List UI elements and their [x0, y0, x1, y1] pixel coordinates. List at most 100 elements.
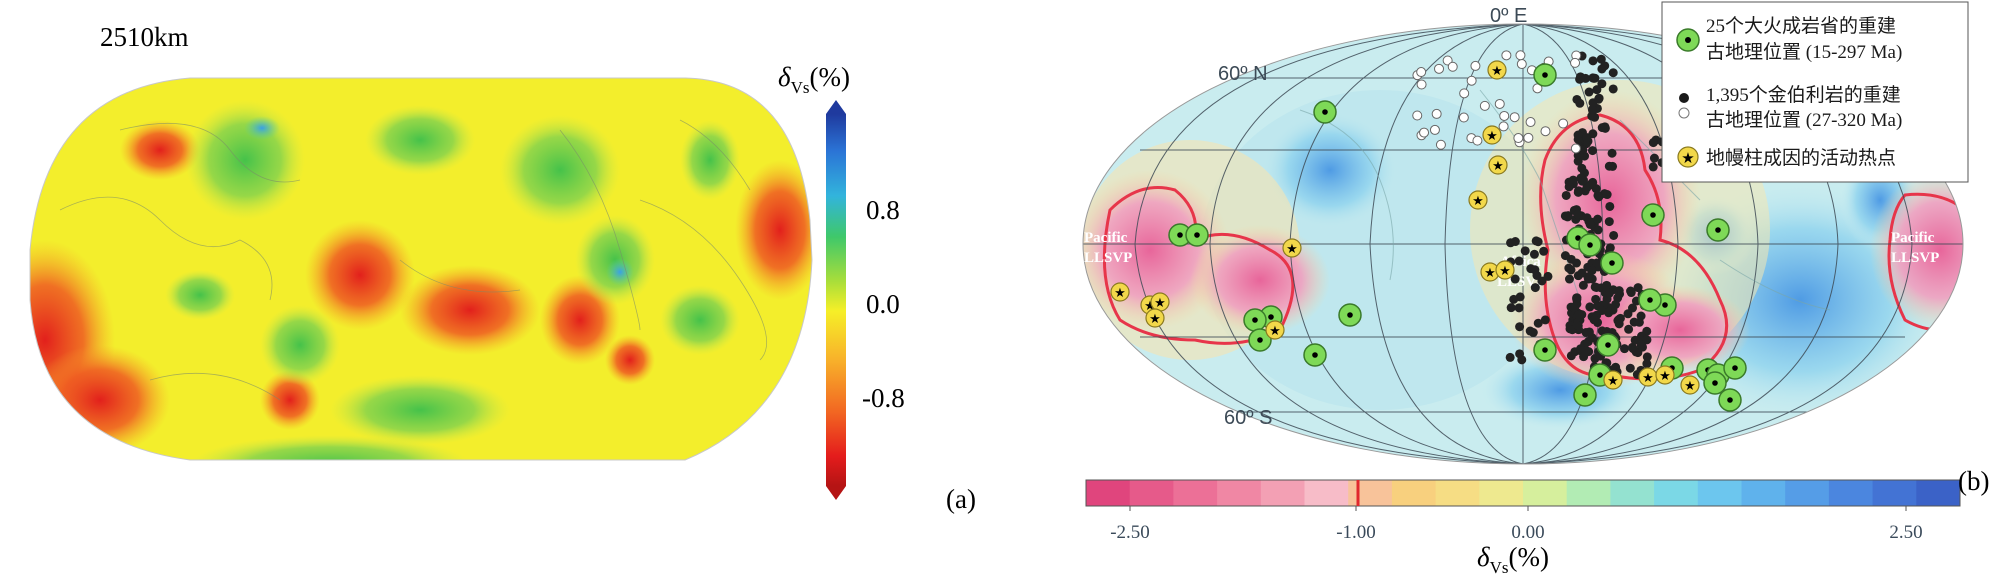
- panel-a-tomography-map: 2510km δVs(%) 0.8 0.0 -0.8 (a): [0, 0, 1000, 578]
- colorbar-a-tick: -0.8: [862, 383, 905, 413]
- lip-marker-center: [1542, 347, 1548, 353]
- kimberlite-dot: [1623, 309, 1633, 319]
- kimberlite-dot-open: [1434, 63, 1445, 74]
- kimberlite-dot-open: [1429, 124, 1440, 135]
- star-icon: ★: [1491, 63, 1503, 78]
- colorbar-b-swatch: [1086, 480, 1131, 506]
- kimberlite-dot-open: [1416, 79, 1427, 90]
- lat-60s-label: 60º S: [1224, 407, 1272, 429]
- kimberlite-dot: [1642, 352, 1652, 362]
- kimberlite-dot: [1649, 153, 1659, 163]
- kimberlite-dot-open: [1570, 143, 1581, 154]
- kimberlite-dot: [1589, 315, 1599, 325]
- star-icon: ★: [1659, 368, 1671, 383]
- kimberlite-dot: [1589, 73, 1599, 83]
- panel-a-colorbar: δVs(%) 0.8 0.0 -0.8: [778, 62, 905, 500]
- star-icon: ★: [1144, 298, 1156, 313]
- lip-marker-center: [1609, 260, 1615, 266]
- kimberlite-dot-open: [1515, 50, 1526, 61]
- colorbar-b-swatch: [1129, 480, 1174, 506]
- lip-marker-center: [1597, 372, 1603, 378]
- star-icon: ★: [1607, 373, 1619, 388]
- kimberlite-dot: [1608, 84, 1618, 94]
- kimberlite-dot: [1625, 363, 1635, 373]
- hotspot-marker: [1487, 60, 1507, 80]
- colorbar-b-swatch: [1217, 480, 1262, 506]
- lip-marker-center: [1252, 317, 1258, 323]
- kimberlite-dot: [1533, 318, 1543, 328]
- kimberlite-dot: [1626, 288, 1636, 298]
- kimberlite-dot: [1597, 306, 1607, 316]
- kimberlite-dot-open: [1525, 117, 1536, 128]
- kimberlite-dot: [1510, 274, 1520, 284]
- colorbar-b-frame: [1085, 479, 1961, 507]
- kimberlite-dot-open: [1523, 132, 1534, 143]
- kimberlite-dot: [1633, 283, 1643, 293]
- kimberlite-dot: [1613, 293, 1623, 303]
- kimberlite-dot: [1604, 161, 1614, 171]
- kimberlite-dot: [1572, 94, 1582, 104]
- kimberlite-dot: [1533, 237, 1543, 247]
- kimberlite-dot: [1607, 148, 1617, 158]
- hotspot-marker: [1482, 125, 1502, 145]
- kimberlite-dot: [1520, 246, 1530, 256]
- star-icon: ★: [1154, 295, 1166, 310]
- lip-marker-center: [1268, 314, 1274, 320]
- kimberlite-dot-open: [1516, 59, 1527, 70]
- star-icon: ★: [1114, 285, 1126, 300]
- lip-marker-center: [1194, 232, 1200, 238]
- kimberlite-dot: [1642, 335, 1652, 345]
- colorbar-b-title: δVs(%): [1477, 542, 1549, 577]
- star-icon: ★: [1286, 241, 1298, 256]
- star-icon: ★: [1149, 311, 1161, 326]
- hotspot-marker: [1495, 260, 1515, 280]
- star-icon: ★: [1472, 193, 1484, 208]
- kimberlite-dot: [1566, 351, 1576, 361]
- hotspot-marker: [1145, 308, 1165, 328]
- kimberlite-dot-open: [1459, 88, 1470, 99]
- kimberlite-dot-open: [1435, 139, 1446, 150]
- kimberlite-dot-open: [1501, 50, 1512, 61]
- colorbar-b-swatch: [1304, 480, 1349, 506]
- star-icon: ★: [1492, 158, 1504, 173]
- kimberlite-dot: [1584, 327, 1594, 337]
- legend-kimberlite-line1: 1,395个金伯利岩的重建: [1706, 84, 1901, 106]
- star-icon: ★: [1642, 370, 1654, 385]
- pacific-llsvp-left-label: Pacific: [1084, 230, 1128, 246]
- kimberlite-dot: [1620, 344, 1630, 354]
- depth-label: 2510km: [100, 22, 189, 52]
- kimberlite-dot-open: [1540, 126, 1551, 137]
- kimberlite-dot: [1571, 258, 1581, 268]
- kimberlite-dot: [1634, 317, 1644, 327]
- kimberlite-dot: [1588, 98, 1598, 108]
- kimberlite-legend-icon-open: [1678, 107, 1690, 119]
- kimberlite-dot: [1588, 104, 1598, 114]
- kimberlite-dot: [1561, 190, 1571, 200]
- star-icon: ★: [1499, 263, 1511, 278]
- kimberlite-dot: [1614, 319, 1624, 329]
- kimberlite-dot-open: [1513, 133, 1524, 144]
- colorbar-b-tick: 0.00: [1511, 522, 1544, 543]
- colorbar-b-tick: -1.00: [1336, 522, 1376, 543]
- kimberlite-dot-open: [1498, 121, 1509, 132]
- lip-marker-center: [1587, 242, 1593, 248]
- llsvp-labels: Pacific LLSVP Africa LLSVP Pacific LLSVP: [1084, 230, 1939, 290]
- lip-marker-center: [1312, 352, 1318, 358]
- panel-b-llsvp-map: 0º E 60º N 60º S Pacific LLSVP Africa LL…: [1000, 0, 1994, 578]
- kimberlite-dot: [1529, 249, 1539, 259]
- lip-marker-center: [1542, 72, 1548, 78]
- kimberlite-dot: [1608, 68, 1618, 78]
- lip-marker-center: [1727, 397, 1733, 403]
- kimberlite-dot-open: [1470, 60, 1481, 71]
- kimberlite-dot: [1540, 315, 1550, 325]
- legend-hotspot-line: 地幔柱成因的活动热点: [1706, 147, 1896, 169]
- kimberlite-dot-open: [1479, 100, 1490, 111]
- kimberlite-dot-open: [1472, 135, 1483, 146]
- star-icon: ★: [1681, 151, 1694, 167]
- kimberlite-dot: [1505, 352, 1515, 362]
- star-icon: ★: [1269, 323, 1281, 338]
- kimberlite-dot: [1560, 251, 1570, 261]
- colorbar-b-swatch: [1785, 480, 1830, 506]
- kimberlite-dot: [1600, 61, 1610, 71]
- kimberlite-dot: [1530, 283, 1540, 293]
